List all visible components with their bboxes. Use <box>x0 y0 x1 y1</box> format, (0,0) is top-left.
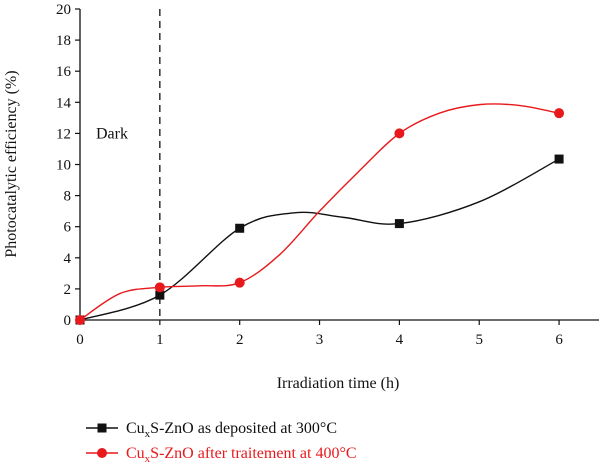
x-tick-label: 5 <box>475 332 483 348</box>
legend-item-1: CuxS-ZnO after traitement at 400°C <box>86 445 357 465</box>
series-0 <box>75 154 564 325</box>
y-tick-label: 14 <box>56 95 72 111</box>
y-tick-label: 6 <box>64 220 72 236</box>
x-tick-label: 0 <box>76 332 84 348</box>
y-tick-label: 16 <box>56 64 72 80</box>
annotations: Dark <box>96 9 161 320</box>
y-tick-label: 18 <box>56 33 71 49</box>
x-tick-label: 3 <box>316 332 324 348</box>
y-tick-label: 20 <box>56 2 71 18</box>
data-point <box>554 108 565 119</box>
x-tick-label: 2 <box>236 332 244 348</box>
dark-label: Dark <box>96 125 128 142</box>
y-tick-label: 10 <box>56 158 71 174</box>
legend-item-0: CuxS-ZnO as deposited at 300°C <box>86 420 337 440</box>
y-axis-label: Photocatalytic efficiency (%) <box>3 70 20 257</box>
data-point <box>75 315 85 325</box>
y-tick-label: 8 <box>64 189 72 205</box>
data-point <box>154 282 165 293</box>
y-tick-label: 12 <box>56 126 71 142</box>
series-1 <box>75 103 565 325</box>
y-tick-label: 0 <box>64 313 72 329</box>
series-line <box>79 103 560 321</box>
x-tick-label: 4 <box>396 332 404 348</box>
series-line <box>79 158 560 321</box>
series <box>75 103 565 325</box>
legend-label: CuxS-ZnO after traitement at 400°C <box>126 445 357 465</box>
data-point <box>394 128 405 139</box>
data-point <box>235 223 245 233</box>
data-point <box>394 219 404 229</box>
y-ticks: 0 2 4 6 8 10 12 14 16 18 20 <box>56 2 80 329</box>
x-ticks: 0 1 2 3 4 5 6 <box>76 320 563 348</box>
x-axis-label: Irradiation time (h) <box>277 375 400 392</box>
x-tick-label: 1 <box>156 332 164 348</box>
y-tick-label: 2 <box>64 282 72 298</box>
legend-marker <box>97 448 107 458</box>
legend-marker <box>97 423 107 433</box>
data-point <box>554 154 564 164</box>
x-tick-label: 6 <box>555 332 563 348</box>
legend-label: CuxS-ZnO as deposited at 300°C <box>126 420 337 440</box>
legend: CuxS-ZnO as deposited at 300°C CuxS-ZnO a… <box>86 420 357 465</box>
data-point <box>234 277 245 288</box>
axes <box>79 9 599 321</box>
data-point <box>155 290 165 300</box>
y-tick-label: 4 <box>64 251 72 267</box>
